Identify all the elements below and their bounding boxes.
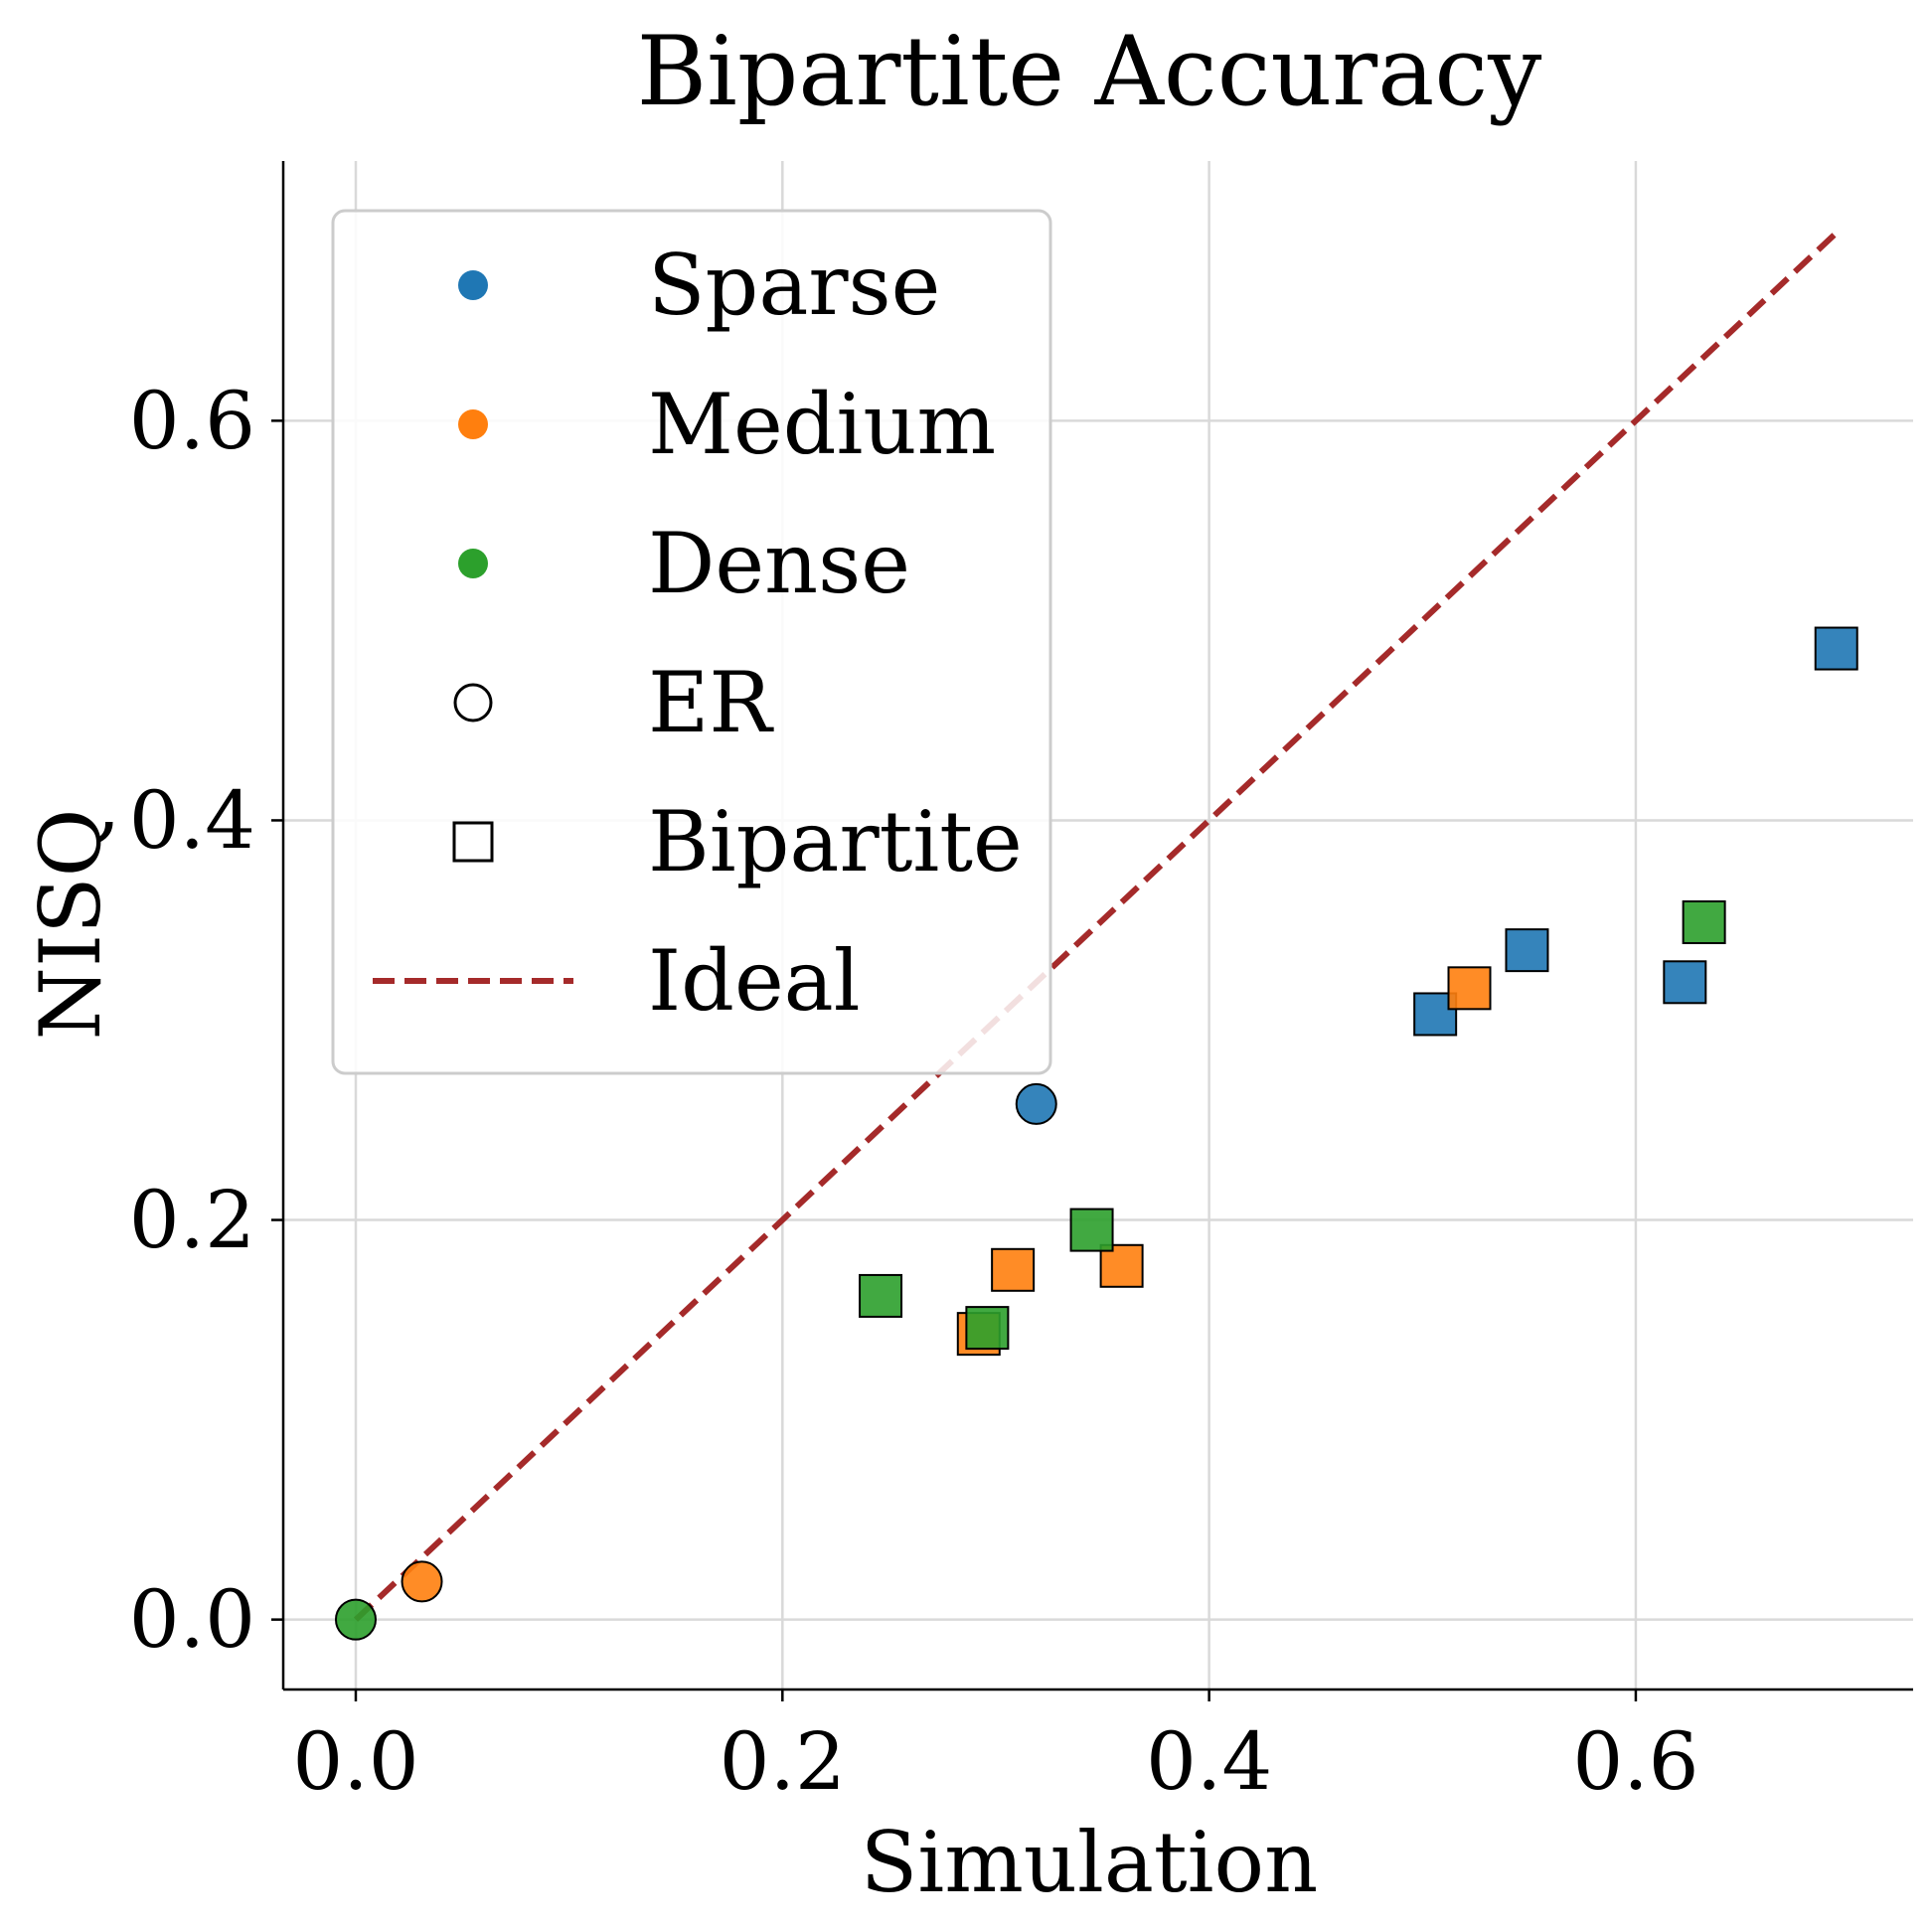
bipartite-point-medium: [1447, 966, 1492, 1011]
x-tick-label: 0.0: [292, 1715, 418, 1808]
chart-title: Bipartite Accuracy: [637, 16, 1542, 127]
bipartite-point-medium: [991, 1247, 1036, 1292]
x-axis-label: Simulation: [861, 1814, 1318, 1911]
y-tick-label: 0.0: [129, 1573, 255, 1666]
bipartite-point-medium: [1099, 1243, 1144, 1288]
legend: Sparse Medium Dense ER Bipartite Ideal: [331, 209, 1052, 1075]
bipartite-point-dense: [1069, 1208, 1114, 1252]
bipartite-point-sparse: [1814, 626, 1858, 671]
legend-label: ER: [648, 654, 774, 751]
legend-frame: [331, 209, 1052, 1075]
y-axis-label: NISQ: [22, 808, 119, 1040]
legend-dot-sparse: [458, 270, 488, 300]
legend-label: Dense: [648, 515, 910, 612]
bipartite-point-sparse: [1505, 928, 1549, 973]
legend-circle-marker: [453, 683, 493, 723]
y-tick-label: 0.6: [129, 375, 255, 467]
legend-dot-dense: [458, 549, 488, 578]
bipartite-point-dense: [965, 1306, 1010, 1351]
bipartite-point-dense: [1682, 899, 1726, 944]
x-tick-label: 0.4: [1146, 1715, 1272, 1808]
er-point-sparse: [1015, 1082, 1057, 1125]
er-point-dense: [334, 1598, 377, 1641]
x-tick-label: 0.6: [1572, 1715, 1698, 1808]
legend-square-marker: [452, 821, 494, 863]
legend-label: Medium: [648, 376, 996, 473]
legend-label: Ideal: [648, 932, 861, 1030]
legend-dot-medium: [458, 409, 488, 439]
y-tick-label: 0.4: [129, 774, 255, 867]
y-tick-label: 0.2: [129, 1174, 255, 1266]
ideal-line: [353, 231, 1839, 1622]
bipartite-point-dense: [859, 1273, 903, 1318]
x-tick-label: 0.2: [720, 1715, 846, 1808]
data-points: [334, 626, 1858, 1641]
bipartite-point-sparse: [1663, 960, 1707, 1005]
axes: 0.0 0.2 0.4 0.6 0.0 0.2 0.4 0.6: [129, 161, 1913, 1808]
legend-label: Bipartite: [648, 793, 1023, 890]
legend-label: Sparse: [648, 237, 940, 334]
er-point-medium: [401, 1560, 443, 1603]
ideal-line-layer: [353, 231, 1839, 1622]
